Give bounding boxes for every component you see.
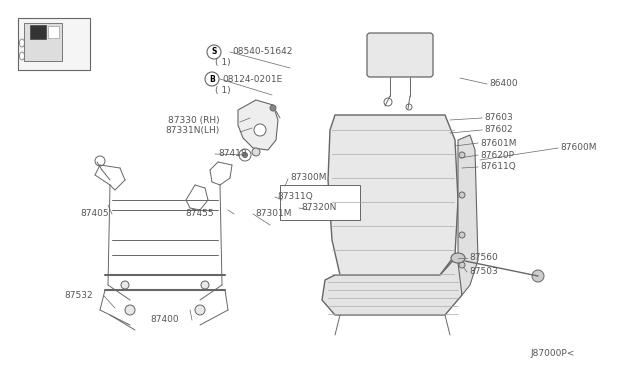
Polygon shape [238,100,278,150]
FancyBboxPatch shape [24,23,62,61]
Text: 87602: 87602 [484,125,513,135]
Text: B: B [209,74,215,83]
Text: 87455: 87455 [185,208,214,218]
Text: 87331N(LH): 87331N(LH) [165,126,220,135]
FancyBboxPatch shape [280,185,360,220]
Text: 87320N: 87320N [301,202,337,212]
Text: J87000P<: J87000P< [530,349,574,357]
Text: ( 1): ( 1) [215,58,230,67]
Text: 87601M: 87601M [480,138,516,148]
Polygon shape [322,255,465,315]
Text: 87611Q: 87611Q [480,163,516,171]
Circle shape [95,156,105,166]
Polygon shape [458,135,478,295]
Text: 87405: 87405 [80,209,109,218]
Text: 87300M: 87300M [290,173,326,183]
Text: 87620P: 87620P [480,151,514,160]
Text: 08540-51642: 08540-51642 [232,48,292,57]
Circle shape [195,305,205,315]
Circle shape [459,192,465,198]
Text: ( 1): ( 1) [215,86,230,94]
Circle shape [205,72,219,86]
Circle shape [384,98,392,106]
FancyBboxPatch shape [48,26,59,38]
Text: 87400: 87400 [150,315,179,324]
Circle shape [459,152,465,158]
Ellipse shape [19,52,24,60]
Text: 87301M: 87301M [255,208,291,218]
FancyBboxPatch shape [30,25,46,39]
Text: 87600M: 87600M [560,144,596,153]
Circle shape [459,262,465,268]
Text: 87418: 87418 [218,148,246,157]
Ellipse shape [19,39,24,47]
Circle shape [270,105,276,111]
Circle shape [459,232,465,238]
Circle shape [243,153,248,157]
Circle shape [406,104,412,110]
Circle shape [252,148,260,156]
Circle shape [125,305,135,315]
Circle shape [121,281,129,289]
Text: 87560: 87560 [469,253,498,263]
FancyBboxPatch shape [367,33,433,77]
Text: 87503: 87503 [469,267,498,276]
Text: 08124-0201E: 08124-0201E [222,74,282,83]
Circle shape [239,149,251,161]
Circle shape [532,270,544,282]
Circle shape [207,45,221,59]
Text: S: S [211,48,217,57]
Text: 87603: 87603 [484,113,513,122]
Circle shape [201,281,209,289]
Text: 86400: 86400 [489,80,518,89]
Text: 87311Q: 87311Q [277,192,313,202]
Text: 87532: 87532 [64,291,93,299]
Polygon shape [328,115,458,275]
Ellipse shape [451,253,465,263]
Text: 87330 (RH): 87330 (RH) [168,115,220,125]
FancyBboxPatch shape [18,18,90,70]
Circle shape [254,124,266,136]
